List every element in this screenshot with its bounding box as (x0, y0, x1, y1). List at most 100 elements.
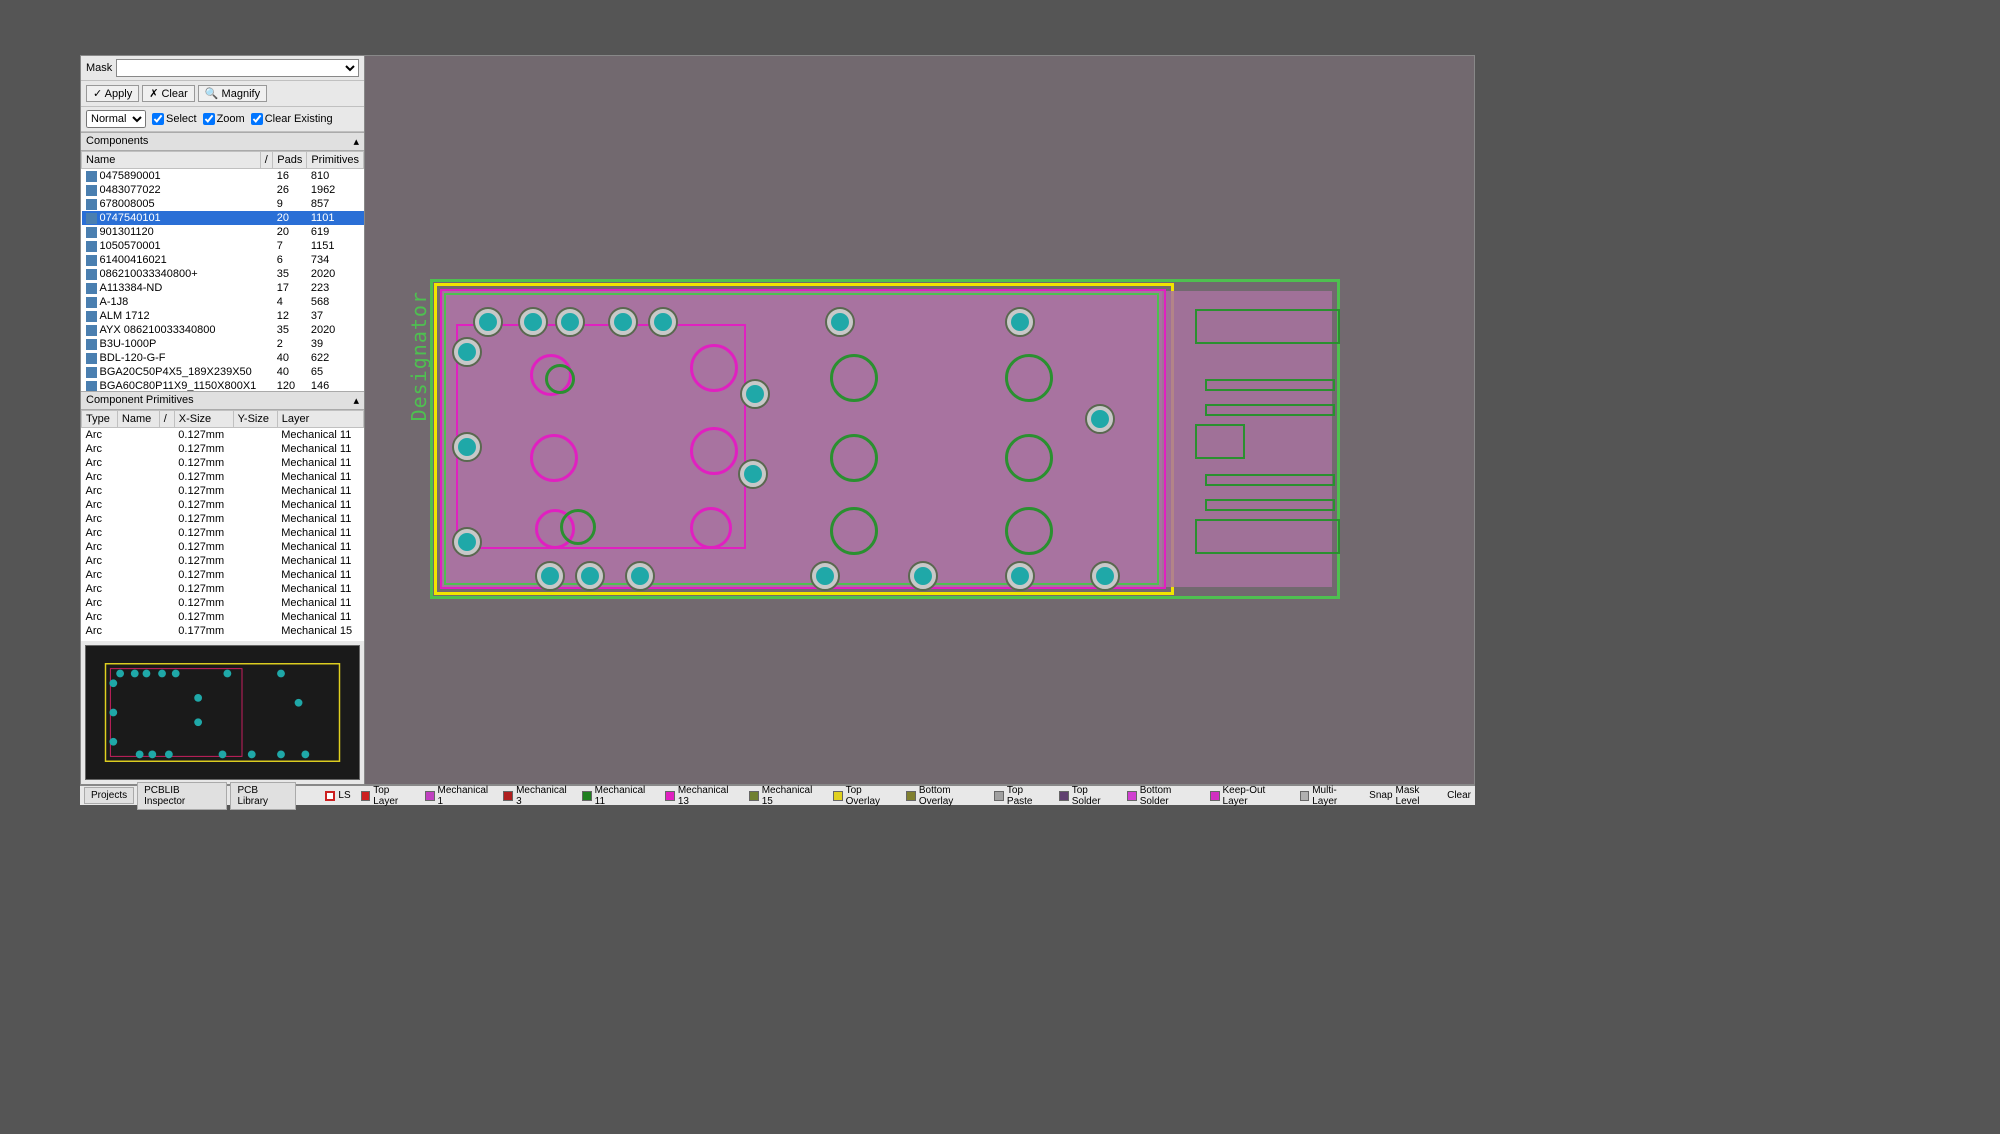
layer-item[interactable]: Top Paste (990, 785, 1053, 807)
components-header: Components▴ (81, 132, 364, 151)
apply-button[interactable]: ✓ Apply (86, 85, 139, 102)
layer-item[interactable]: Multi-Layer (1296, 785, 1364, 807)
layer-item[interactable]: Keep-Out Layer (1206, 785, 1294, 807)
clear-button[interactable]: ✗ Clear (142, 85, 195, 102)
pcb-view (430, 279, 1345, 604)
zoom-checkbox[interactable]: Zoom (203, 113, 245, 125)
table-row[interactable]: 6780080059857 (82, 197, 364, 211)
layer-item[interactable]: Bottom Solder (1123, 785, 1204, 807)
table-row[interactable]: AYX 086210033340800352020 (82, 323, 364, 337)
table-row[interactable]: Arc0.127mmMechanical 11 (82, 456, 364, 470)
tab-projects[interactable]: Projects (84, 787, 134, 804)
table-row[interactable]: ALM 17121237 (82, 309, 364, 323)
table-row[interactable]: Arc0.127mmMechanical 11 (82, 470, 364, 484)
circle-outline (830, 507, 878, 555)
table-row[interactable]: 0483077022261962 (82, 183, 364, 197)
table-row[interactable]: 047589000116810 (82, 169, 364, 184)
left-panel: Mask ✓ Apply ✗ Clear 🔍 Magnify Normal Se… (80, 55, 365, 785)
table-row[interactable]: B3U-1000P239 (82, 337, 364, 351)
table-row[interactable]: Arc0.127mmMechanical 11 (82, 512, 364, 526)
components-table[interactable]: Name / Pads Primitives 04758900011681004… (81, 151, 364, 391)
col-pads[interactable]: Pads (273, 152, 307, 169)
clear-existing-checkbox[interactable]: Clear Existing (251, 113, 333, 125)
table-row[interactable]: Arc0.177mmMechanical 15 (82, 624, 364, 638)
pad (810, 561, 840, 591)
mask-level-label[interactable]: Mask Level (1396, 785, 1445, 807)
mask-dropdown[interactable] (116, 59, 359, 77)
col-type[interactable]: Type (82, 411, 118, 428)
primitives-table[interactable]: Type Name / X-Size Y-Size Layer Arc0.127… (81, 410, 364, 641)
layer-item[interactable]: LS (321, 790, 354, 801)
table-row[interactable]: Arc0.127mmMechanical 11 (82, 610, 364, 624)
pad (738, 459, 768, 489)
pad (740, 379, 770, 409)
layer-item[interactable]: Mechanical 11 (578, 785, 659, 807)
mode-dropdown[interactable]: Normal (86, 110, 146, 128)
layer-item[interactable]: Mechanical 1 (421, 785, 498, 807)
table-row[interactable]: Arc0.127mmMechanical 11 (82, 498, 364, 512)
tab-inspector[interactable]: PCBLIB Inspector (137, 782, 227, 810)
table-row[interactable]: Arc0.127mmMechanical 11 (82, 596, 364, 610)
circle-outline (560, 509, 596, 545)
table-row[interactable]: 105057000171151 (82, 239, 364, 253)
table-row[interactable]: BGA60C80P11X9_1150X800X1120146 (82, 379, 364, 391)
col-xsize[interactable]: X-Size (174, 411, 233, 428)
circle-outline (690, 344, 738, 392)
col-layer[interactable]: Layer (277, 411, 363, 428)
collapse-icon[interactable]: ▴ (353, 135, 359, 148)
layer-item[interactable]: Top Layer (357, 785, 419, 807)
table-row[interactable]: Arc0.127mmMechanical 11 (82, 484, 364, 498)
clear-status[interactable]: Clear (1447, 790, 1471, 801)
table-row[interactable]: BDL-120-G-F40622 (82, 351, 364, 365)
canvas[interactable]: Designator (365, 55, 1475, 785)
col-prims[interactable]: Primitives (307, 152, 364, 169)
table-row[interactable]: 90130112020619 (82, 225, 364, 239)
table-row[interactable]: 086210033340800+352020 (82, 267, 364, 281)
circle-outline (1005, 434, 1053, 482)
magnify-button[interactable]: 🔍 Magnify (198, 85, 267, 102)
table-row[interactable]: 0747540101201101 (82, 211, 364, 225)
pad (452, 527, 482, 557)
pad (1005, 561, 1035, 591)
pad (1090, 561, 1120, 591)
mask-label: Mask (86, 62, 112, 74)
pad (908, 561, 938, 591)
table-row[interactable]: Arc0.127mmMechanical 11 (82, 526, 364, 540)
layer-item[interactable]: Mechanical 15 (745, 785, 827, 807)
select-checkbox[interactable]: Select (152, 113, 197, 125)
layer-item[interactable]: Mechanical 13 (661, 785, 743, 807)
preview-panel[interactable] (85, 645, 360, 780)
table-row[interactable]: Arc0.127mmMechanical 11 (82, 554, 364, 568)
table-row[interactable]: A113384-ND17223 (82, 281, 364, 295)
table-row[interactable]: A-1J84568 (82, 295, 364, 309)
layer-item[interactable]: Top Solder (1055, 785, 1121, 807)
circle-outline (690, 427, 738, 475)
designator-label: Designator (407, 291, 431, 421)
pad (452, 432, 482, 462)
bottom-bar: Projects PCBLIB Inspector PCB Library LS… (80, 785, 1475, 805)
pad (1085, 404, 1115, 434)
table-row[interactable]: Arc0.127mmMechanical 11 (82, 428, 364, 443)
pad (555, 307, 585, 337)
col-name[interactable]: Name (82, 152, 261, 169)
snap-label[interactable]: Snap (1369, 790, 1392, 801)
circle-outline (545, 364, 575, 394)
col-pname[interactable]: Name (117, 411, 159, 428)
table-row[interactable]: Arc0.127mmMechanical 11 (82, 582, 364, 596)
layer-item[interactable]: Top Overlay (829, 785, 900, 807)
table-row[interactable]: 614004160216734 (82, 253, 364, 267)
table-row[interactable]: Arc0.127mmMechanical 11 (82, 442, 364, 456)
col-ysize[interactable]: Y-Size (233, 411, 277, 428)
table-row[interactable]: Arc0.127mmMechanical 11 (82, 568, 364, 582)
table-row[interactable]: Arc0.127mmMechanical 11 (82, 540, 364, 554)
layer-item[interactable]: Bottom Overlay (902, 785, 988, 807)
layer-item[interactable]: Mechanical 3 (499, 785, 576, 807)
mask-row: Mask (81, 56, 364, 81)
circle-outline (690, 507, 732, 549)
pad (575, 561, 605, 591)
collapse-icon[interactable]: ▴ (353, 394, 359, 407)
tab-library[interactable]: PCB Library (230, 782, 296, 810)
pad (608, 307, 638, 337)
pad (825, 307, 855, 337)
table-row[interactable]: BGA20C50P4X5_189X239X504065 (82, 365, 364, 379)
